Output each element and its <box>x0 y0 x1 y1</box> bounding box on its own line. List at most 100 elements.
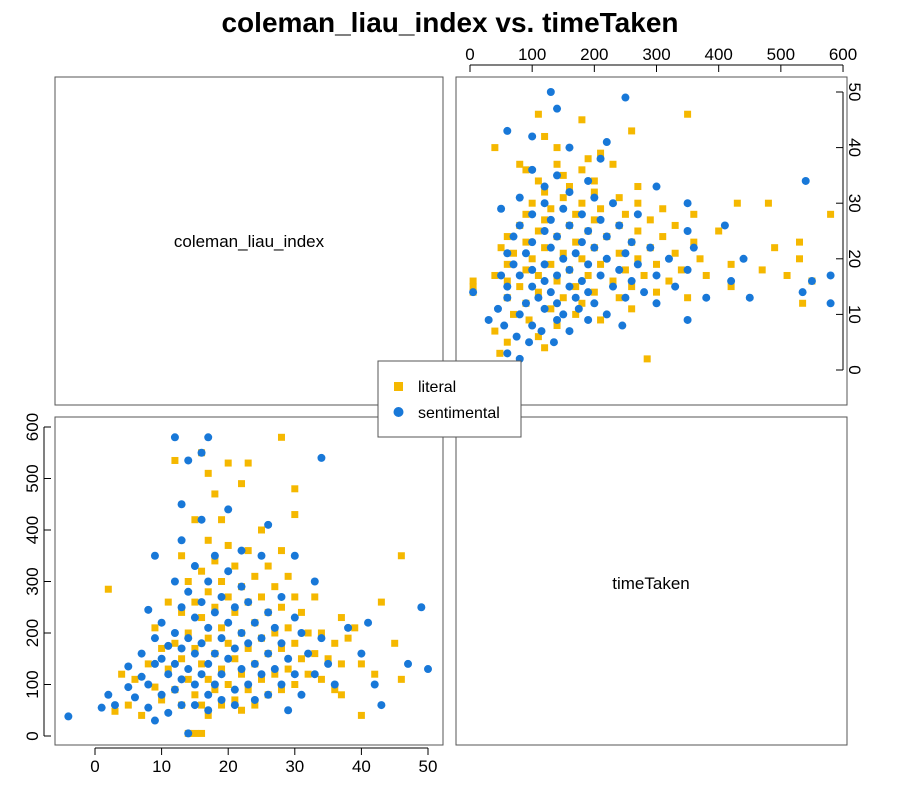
point-literal <box>503 260 511 268</box>
point-sentimental <box>602 310 611 319</box>
point-sentimental <box>565 188 574 197</box>
point-sentimental <box>540 277 549 286</box>
point-sentimental <box>577 210 586 219</box>
point-literal <box>541 188 549 196</box>
point-sentimental <box>621 249 630 258</box>
point-sentimental <box>689 243 698 252</box>
point-sentimental <box>509 232 518 241</box>
point-literal <box>684 294 692 302</box>
point-sentimental <box>357 649 366 658</box>
point-sentimental <box>745 293 754 302</box>
right-y-tick-label: 40 <box>845 138 864 157</box>
point-literal <box>178 608 186 616</box>
point-sentimental <box>184 456 193 465</box>
point-sentimental <box>528 165 537 174</box>
point-literal <box>615 249 623 257</box>
point-literal <box>764 199 772 207</box>
point-sentimental <box>559 254 568 263</box>
point-sentimental <box>553 232 562 241</box>
point-sentimental <box>237 582 246 591</box>
panel-scatter-bottom-left <box>54 416 444 746</box>
point-sentimental <box>277 592 286 601</box>
point-literal <box>377 598 385 606</box>
point-literal <box>284 624 292 632</box>
left-y-tick-label: 0 <box>23 731 42 740</box>
point-sentimental <box>602 232 611 241</box>
point-literal <box>184 578 192 585</box>
point-literal <box>516 283 524 291</box>
point-literal <box>553 160 561 168</box>
point-sentimental <box>150 634 159 643</box>
point-sentimental <box>584 227 593 235</box>
point-sentimental <box>190 613 199 622</box>
point-sentimental <box>515 221 524 230</box>
point-sentimental <box>264 649 273 658</box>
point-sentimental <box>590 299 599 308</box>
point-sentimental <box>503 293 512 302</box>
point-sentimental <box>297 629 306 637</box>
point-literal <box>684 110 692 118</box>
point-literal <box>659 233 667 241</box>
top-x-tick-label: 400 <box>704 45 732 64</box>
point-sentimental <box>404 659 413 668</box>
point-literal <box>204 634 212 642</box>
point-literal <box>634 255 642 263</box>
left-y-tick-label: 400 <box>23 516 42 544</box>
point-literal <box>171 639 179 647</box>
point-sentimental <box>826 299 835 308</box>
point-sentimental <box>627 238 636 247</box>
point-sentimental <box>104 690 113 699</box>
point-literal <box>491 327 499 335</box>
point-sentimental <box>484 315 493 324</box>
point-sentimental <box>150 659 159 668</box>
point-literal <box>796 238 804 246</box>
point-sentimental <box>377 701 386 710</box>
point-literal <box>271 629 279 637</box>
point-literal <box>677 266 685 274</box>
point-sentimental <box>237 665 246 674</box>
point-sentimental <box>184 665 193 674</box>
point-sentimental <box>290 613 299 622</box>
point-literal <box>158 696 166 704</box>
point-sentimental <box>317 634 326 643</box>
point-literal <box>553 144 561 152</box>
bottom-x-tick-label: 10 <box>152 757 171 776</box>
point-literal <box>590 188 598 196</box>
point-literal <box>231 608 239 616</box>
legend-label-literal: literal <box>418 379 456 396</box>
point-sentimental <box>204 577 213 586</box>
scatter-points-top-right <box>469 88 835 397</box>
point-literal <box>204 588 212 596</box>
legend-swatch-literal <box>394 382 403 391</box>
point-literal <box>251 572 259 580</box>
point-literal <box>258 593 265 601</box>
point-literal <box>522 166 530 174</box>
point-sentimental <box>364 618 373 627</box>
point-literal <box>277 686 285 694</box>
point-literal <box>258 526 265 534</box>
point-literal <box>597 149 605 157</box>
point-literal <box>204 469 212 477</box>
point-sentimental <box>197 448 206 457</box>
point-literal <box>690 210 698 218</box>
point-literal <box>578 255 586 263</box>
point-literal <box>469 277 477 285</box>
point-sentimental <box>230 644 239 653</box>
point-sentimental <box>237 546 246 555</box>
point-sentimental <box>177 500 186 509</box>
point-literal <box>609 277 617 285</box>
point-literal <box>151 683 159 691</box>
point-sentimental <box>515 271 524 280</box>
point-sentimental <box>577 277 586 286</box>
point-literal <box>503 338 511 346</box>
point-literal <box>572 283 580 291</box>
point-literal <box>541 344 549 352</box>
point-literal <box>559 194 567 202</box>
point-sentimental <box>521 249 530 258</box>
bottom-x-tick-label: 0 <box>90 757 99 776</box>
point-literal <box>277 547 285 555</box>
point-sentimental <box>615 221 624 230</box>
point-literal <box>138 711 146 719</box>
point-sentimental <box>683 199 692 208</box>
point-sentimental <box>633 260 642 269</box>
